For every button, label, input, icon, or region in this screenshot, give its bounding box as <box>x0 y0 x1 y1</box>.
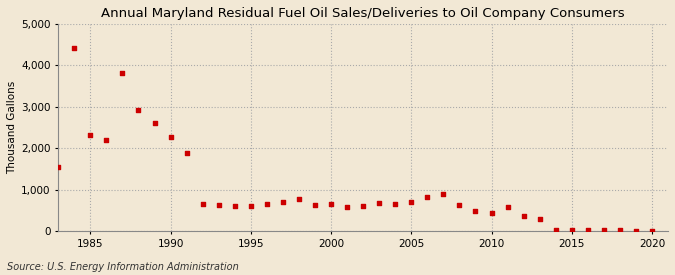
Point <box>566 228 577 232</box>
Point <box>53 165 63 169</box>
Y-axis label: Thousand Gallons: Thousand Gallons <box>7 81 17 174</box>
Point <box>518 214 529 218</box>
Title: Annual Maryland Residual Fuel Oil Sales/Deliveries to Oil Company Consumers: Annual Maryland Residual Fuel Oil Sales/… <box>101 7 625 20</box>
Point <box>390 202 401 207</box>
Point <box>261 202 272 206</box>
Point <box>246 204 256 208</box>
Point <box>470 209 481 213</box>
Point <box>454 202 465 207</box>
Point <box>647 229 657 233</box>
Point <box>85 133 96 137</box>
Point <box>583 228 593 232</box>
Point <box>550 228 561 233</box>
Point <box>374 201 385 205</box>
Point <box>117 71 128 75</box>
Point <box>630 228 641 233</box>
Point <box>149 121 160 126</box>
Point <box>165 134 176 139</box>
Point <box>406 200 416 204</box>
Point <box>325 202 336 206</box>
Point <box>294 197 304 202</box>
Point <box>599 228 610 232</box>
Text: Source: U.S. Energy Information Administration: Source: U.S. Energy Information Administ… <box>7 262 238 272</box>
Point <box>614 228 625 233</box>
Point <box>422 194 433 199</box>
Point <box>438 192 449 196</box>
Point <box>101 137 112 142</box>
Point <box>133 108 144 112</box>
Point <box>342 205 352 209</box>
Point <box>197 202 208 206</box>
Point <box>502 205 513 209</box>
Point <box>230 204 240 208</box>
Point <box>310 202 321 207</box>
Point <box>181 151 192 155</box>
Point <box>486 210 497 215</box>
Point <box>213 202 224 207</box>
Point <box>69 46 80 50</box>
Point <box>358 204 369 208</box>
Point <box>277 200 288 204</box>
Point <box>535 217 545 221</box>
